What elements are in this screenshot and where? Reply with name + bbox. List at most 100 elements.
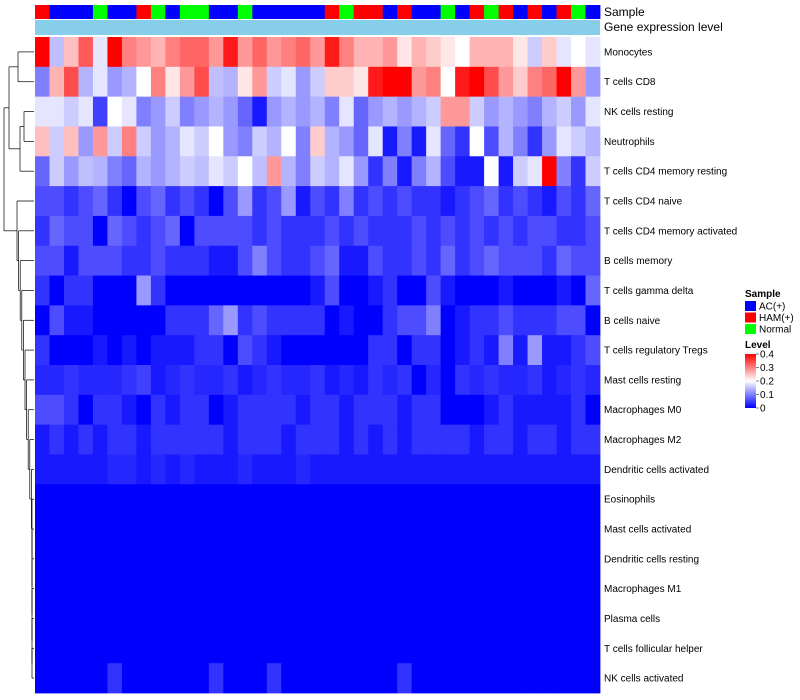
- heatmap-cell: [194, 37, 210, 68]
- heatmap-cell: [542, 96, 557, 127]
- heatmap-cell: [324, 66, 340, 98]
- heatmap-cell: [121, 275, 137, 306]
- heatmap-cell: [585, 603, 601, 634]
- sample-cell: [237, 5, 253, 19]
- heatmap-cell: [455, 215, 471, 247]
- heatmap-cell: [121, 663, 137, 694]
- heatmap-cell: [150, 66, 166, 98]
- heatmap-cell: [426, 156, 442, 187]
- heatmap-cell: [455, 663, 471, 694]
- heatmap-cell: [136, 514, 152, 545]
- heatmap-cell: [121, 365, 137, 396]
- heatmap-cell: [339, 663, 355, 694]
- heatmap-cell: [339, 365, 355, 396]
- heatmap-cell: [78, 663, 94, 694]
- row-label: T cells regulatory Tregs: [604, 346, 708, 357]
- heatmap-cell: [440, 543, 456, 575]
- heatmap-cell: [78, 37, 94, 68]
- heatmap-cell: [266, 514, 282, 545]
- heatmap-cell: [136, 603, 152, 634]
- heatmap-cell: [368, 126, 384, 157]
- heatmap-cell: [571, 335, 586, 366]
- heatmap-cell: [165, 37, 181, 68]
- heatmap-cell: [324, 454, 340, 485]
- heatmap-cell: [585, 186, 601, 217]
- heatmap-cell: [136, 275, 152, 306]
- heatmap-cell: [107, 305, 123, 336]
- heatmap-cell: [498, 543, 514, 575]
- heatmap-cell: [223, 66, 239, 98]
- heatmap-cell: [382, 96, 398, 127]
- heatmap-cell: [92, 275, 108, 306]
- heatmap-cell: [426, 424, 442, 455]
- heatmap-cell: [136, 573, 152, 604]
- heatmap-cell: [556, 484, 572, 515]
- heatmap-cell: [455, 186, 471, 217]
- heatmap-cell: [266, 424, 282, 455]
- heatmap-cell: [339, 484, 355, 515]
- heatmap-cell: [266, 454, 282, 485]
- heatmap-cell: [266, 633, 282, 664]
- heatmap-cell: [295, 215, 311, 247]
- heatmap-cell: [542, 573, 557, 604]
- heatmap-cell: [411, 394, 427, 426]
- heatmap-cell: [281, 215, 297, 247]
- heatmap-cell: [382, 66, 398, 98]
- heatmap-cell: [194, 335, 210, 366]
- heatmap-cell: [107, 543, 123, 575]
- heatmap-cell: [411, 245, 427, 276]
- heatmap-cell: [35, 37, 50, 68]
- heatmap-cell: [35, 66, 50, 98]
- heatmap-cell: [310, 454, 326, 485]
- heatmap-cell: [121, 573, 137, 604]
- heatmap-cell: [295, 603, 311, 634]
- sample-cell: [484, 5, 499, 19]
- legend-label: HAM(+): [759, 313, 794, 324]
- heatmap-cell: [484, 186, 499, 217]
- heatmap-cell: [353, 573, 369, 604]
- heatmap-cell: [339, 156, 355, 187]
- heatmap-cell: [426, 573, 442, 604]
- heatmap-cell: [266, 543, 282, 575]
- heatmap-cell: [208, 305, 224, 336]
- heatmap-cell: [208, 543, 224, 575]
- heatmap-cell: [136, 394, 152, 426]
- heatmap-cell: [107, 96, 123, 127]
- sample-cell: [324, 5, 340, 19]
- heatmap-cell: [426, 514, 442, 545]
- heatmap-cell: [426, 245, 442, 276]
- heatmap-cell: [469, 335, 485, 366]
- heatmap-cell: [92, 96, 108, 127]
- heatmap-cell: [63, 424, 79, 455]
- heatmap-cell: [513, 573, 528, 604]
- heatmap-cell: [513, 186, 528, 217]
- heatmap-cell: [266, 663, 282, 694]
- heatmap-cell: [527, 484, 543, 515]
- heatmap-cell: [498, 126, 514, 157]
- heatmap-cell: [455, 633, 471, 664]
- heatmap-cell: [498, 514, 514, 545]
- heatmap-cell: [237, 603, 253, 634]
- heatmap-cell: [49, 275, 65, 306]
- heatmap-cell: [382, 365, 398, 396]
- heatmap-cell: [136, 215, 152, 247]
- sample-cell: [339, 5, 355, 19]
- heatmap-cell: [527, 305, 543, 336]
- heatmap-cell: [78, 215, 94, 247]
- heatmap-cell: [368, 454, 384, 485]
- heatmap-cell: [527, 514, 543, 545]
- heatmap-cell: [150, 543, 166, 575]
- heatmap-cell: [585, 66, 601, 98]
- heatmap-cell: [353, 335, 369, 366]
- heatmap-cell: [136, 335, 152, 366]
- heatmap-cell: [92, 514, 108, 545]
- heatmap-cell: [150, 186, 166, 217]
- heatmap-cell: [353, 215, 369, 247]
- heatmap-cell: [556, 603, 572, 634]
- heatmap-cell: [498, 335, 514, 366]
- heatmap-cell: [484, 335, 499, 366]
- heatmap-cell: [542, 156, 557, 187]
- heatmap-cell: [484, 454, 499, 485]
- heatmap-cell: [295, 514, 311, 545]
- heatmap-cell: [542, 394, 557, 426]
